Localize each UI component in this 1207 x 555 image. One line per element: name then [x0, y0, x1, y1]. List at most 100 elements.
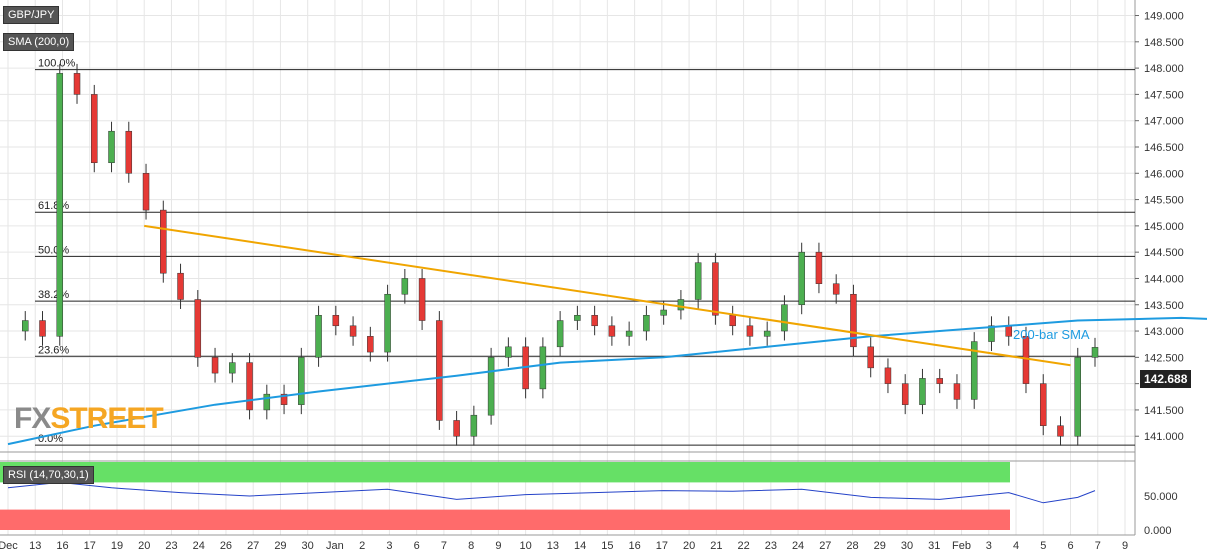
x-tick-label: 7: [1095, 540, 1101, 552]
candle: [470, 414, 478, 437]
fib-level-label: 100.0%: [38, 58, 76, 70]
rsi-overbought-zone: [0, 462, 1010, 483]
current-price-tag: 142.688: [1140, 370, 1192, 388]
x-tick-label: 23: [765, 540, 777, 552]
candle: [263, 393, 271, 411]
candle: [970, 341, 978, 400]
candle: [1074, 357, 1081, 437]
candle: [867, 346, 874, 369]
candle: [332, 315, 340, 327]
candle: [246, 362, 253, 411]
candle: [729, 315, 736, 327]
x-tick-label: 9: [495, 540, 501, 552]
candle: [505, 346, 512, 358]
candle: [574, 315, 581, 321]
sma-annotation: 200-bar SMA: [1013, 327, 1090, 342]
candle: [884, 367, 892, 384]
x-tick-label: 20: [683, 540, 695, 552]
candle: [39, 320, 46, 337]
x-tick-label: 4: [1013, 540, 1019, 552]
x-tick-label: 24: [193, 540, 205, 552]
x-tick-label: Dec: [0, 540, 18, 552]
candle: [315, 315, 322, 358]
x-tick-label: 23: [165, 540, 177, 552]
candle: [349, 325, 357, 337]
fxstreet-logo: FXSTREET: [14, 402, 164, 435]
candle: [591, 315, 598, 327]
fib-level-label: 23.6%: [38, 344, 69, 356]
candle: [211, 357, 219, 374]
x-tick-label: 17: [656, 540, 668, 552]
candle: [487, 357, 495, 416]
candle: [367, 336, 374, 353]
fib-level-label: 38.2%: [38, 289, 69, 301]
x-tick-label: 22: [737, 540, 749, 552]
x-tick-label: 3: [386, 540, 392, 552]
candle: [384, 293, 391, 353]
candle: [298, 357, 305, 405]
y-tick-label: 148.000: [1144, 63, 1184, 75]
candle: [56, 73, 64, 337]
candle: [694, 262, 702, 300]
y-tick-label: 141.000: [1144, 431, 1184, 443]
sma-indicator-label: SMA (200,0): [3, 33, 75, 51]
candle: [643, 315, 650, 332]
rsi-tick-label: 50.000: [1144, 491, 1178, 503]
x-tick-label: 13: [547, 540, 559, 552]
candle: [625, 330, 633, 337]
x-tick-label: 17: [84, 540, 96, 552]
y-tick-label: 143.500: [1144, 300, 1184, 312]
candle: [539, 346, 547, 390]
y-tick-label: 148.500: [1144, 37, 1184, 49]
x-tick-label: 16: [628, 540, 640, 552]
candle: [125, 130, 133, 174]
candle: [1022, 336, 1030, 384]
candle: [746, 325, 754, 337]
rsi-tick-label: 0.000: [1144, 525, 1172, 537]
x-tick-label: 31: [928, 540, 940, 552]
y-tick-label: 145.500: [1144, 195, 1184, 207]
candle: [556, 320, 564, 348]
candle: [832, 283, 840, 295]
rsi-indicator-label: RSI (14,70,30,1): [3, 466, 94, 484]
fib-level-label: 50.0%: [38, 244, 69, 256]
y-tick-label: 141.500: [1144, 405, 1184, 417]
x-tick-label: 29: [874, 540, 886, 552]
candle: [901, 383, 909, 405]
x-tick-label: 19: [111, 540, 123, 552]
x-tick-label: 15: [601, 540, 613, 552]
y-tick-label: 146.500: [1144, 142, 1184, 154]
x-tick-label: 8: [468, 540, 474, 552]
candle: [798, 251, 805, 306]
candle: [108, 130, 115, 164]
candle: [850, 293, 857, 348]
candle: [91, 94, 98, 164]
y-tick-label: 143.000: [1144, 326, 1184, 338]
y-tick-label: 144.500: [1144, 247, 1184, 259]
x-tick-label: 14: [574, 540, 586, 552]
candle: [229, 362, 236, 374]
x-tick-label: Jan: [326, 540, 344, 552]
candle: [73, 73, 81, 95]
candle: [953, 383, 961, 400]
candle: [608, 325, 616, 337]
x-tick-label: 6: [414, 540, 420, 552]
candle: [660, 309, 667, 316]
candle: [142, 173, 150, 211]
rsi-line: [7, 481, 1096, 504]
x-tick-label: 10: [520, 540, 532, 552]
x-tick-label: 27: [819, 540, 831, 552]
x-tick-label: 2: [359, 540, 365, 552]
candle: [815, 251, 823, 284]
candle: [401, 278, 409, 295]
x-tick-label: 28: [846, 540, 858, 552]
rsi-oversold-zone: [0, 509, 1010, 530]
x-tick-label: 27: [247, 540, 259, 552]
x-tick-label: 16: [56, 540, 68, 552]
x-tick-label: 21: [710, 540, 722, 552]
candle: [1057, 425, 1064, 437]
candle: [677, 299, 685, 311]
candle: [418, 278, 426, 321]
candle: [160, 209, 167, 274]
